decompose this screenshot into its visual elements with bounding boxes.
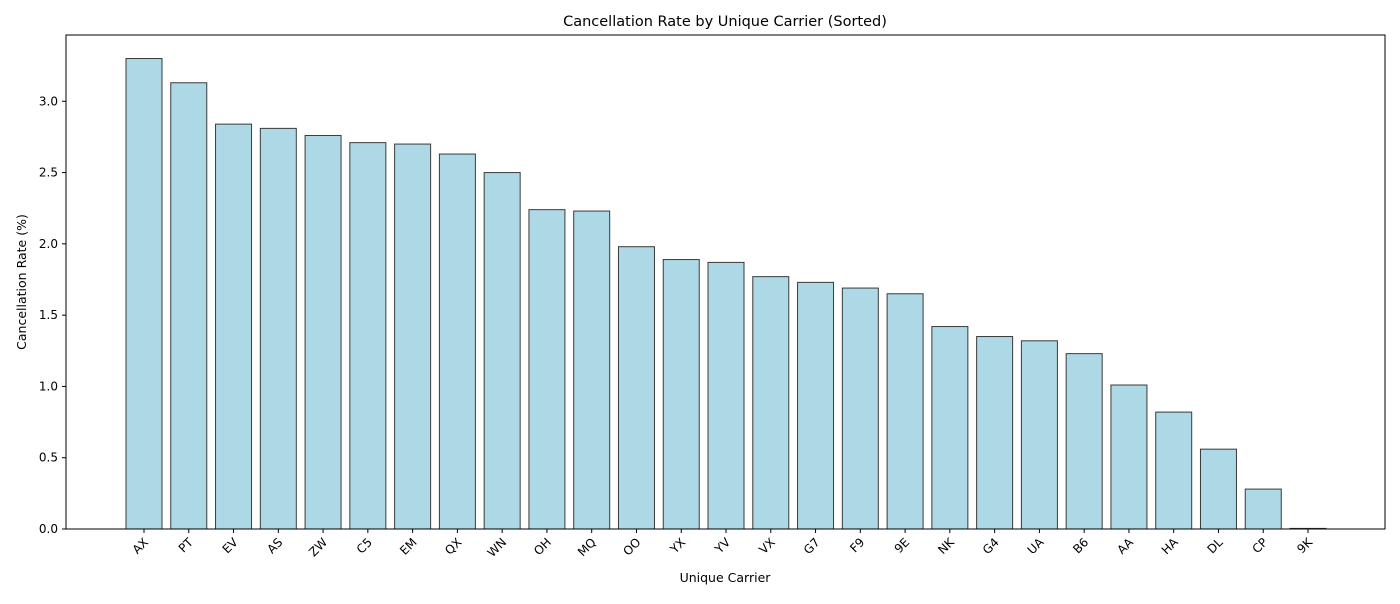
bar-ax <box>125 58 163 530</box>
bar-ua <box>1020 340 1058 530</box>
x-tick-label: CP <box>1249 535 1270 556</box>
bar-c5 <box>349 142 387 530</box>
x-axis-label: Unique Carrier <box>680 570 772 585</box>
y-tick-label: 1.0 <box>39 379 58 393</box>
bar-g7 <box>797 281 835 530</box>
bar-pt <box>170 82 208 530</box>
x-tick-label: 9E <box>892 535 913 556</box>
x-tick-label: AA <box>1114 535 1136 557</box>
y-tick-label: 0.5 <box>39 451 58 465</box>
x-tick-label: MQ <box>575 535 599 559</box>
bar-as <box>259 127 297 530</box>
x-axis-ticks: AX PT EV AS ZW C5 EM QX WN OH MQ OO YX YV VX G7 F9 9E NK G4… <box>130 529 1316 560</box>
bar-vx <box>752 276 790 530</box>
plot-frame <box>65 34 1386 530</box>
bar-nk <box>931 326 969 530</box>
y-tick-label: 2.0 <box>39 237 58 251</box>
y-tick-label: 3.0 <box>39 94 58 108</box>
bar-em <box>394 143 432 530</box>
x-tick-label: 9K <box>1294 534 1316 556</box>
bar-mq <box>573 210 611 530</box>
x-tick-label: QX <box>442 535 464 557</box>
x-tick-label: C5 <box>354 535 375 556</box>
y-tick-label: 1.5 <box>39 308 58 322</box>
bar-qx <box>438 153 476 530</box>
bar-wn <box>483 172 521 530</box>
x-tick-label: EV <box>220 535 242 557</box>
bar-oh <box>528 209 566 530</box>
x-tick-label: YX <box>667 535 689 557</box>
bar-yx <box>662 259 700 530</box>
bar-g4 <box>976 336 1014 530</box>
bar-zw <box>304 135 342 530</box>
x-tick-label: DL <box>1204 535 1225 556</box>
x-tick-label: HA <box>1159 535 1182 558</box>
chart-title: Cancellation Rate by Unique Carrier (Sor… <box>563 14 887 30</box>
bars-layer <box>125 58 1327 530</box>
x-tick-label: G7 <box>801 535 823 557</box>
bar-b6 <box>1065 353 1103 530</box>
bar-cp <box>1244 488 1282 530</box>
x-tick-label: NK <box>935 534 958 557</box>
x-tick-label: UA <box>1025 535 1047 557</box>
x-tick-label: OO <box>620 535 643 558</box>
x-tick-label: YV <box>712 535 734 557</box>
bar-f9 <box>841 287 879 530</box>
y-tick-label: 2.5 <box>39 166 58 180</box>
y-axis-label: Cancellation Rate (%) <box>14 214 29 350</box>
x-tick-label: F9 <box>847 535 867 555</box>
y-axis-ticks: 0.0 0.5 1.0 1.5 2.0 2.5 3.0 <box>39 94 66 536</box>
x-tick-label: AX <box>130 535 152 557</box>
x-tick-label: WN <box>485 535 510 560</box>
bar-dl <box>1199 448 1237 530</box>
x-tick-label: EM <box>397 535 420 558</box>
x-tick-label: ZW <box>306 535 330 559</box>
x-tick-label: AS <box>264 535 285 556</box>
x-tick-label: PT <box>176 535 197 556</box>
y-tick-label: 0.0 <box>39 522 58 536</box>
x-tick-label: G4 <box>980 535 1002 557</box>
x-tick-label: B6 <box>1070 535 1091 556</box>
x-tick-label: OH <box>531 535 554 558</box>
bar-yv <box>707 261 745 530</box>
bar-ha <box>1155 411 1193 530</box>
axes-layer <box>65 34 1386 530</box>
bar-ev <box>215 123 253 530</box>
bar-9e <box>886 293 924 530</box>
bar-oo <box>617 246 655 530</box>
bar-aa <box>1110 384 1148 530</box>
x-tick-label: VX <box>756 535 778 557</box>
